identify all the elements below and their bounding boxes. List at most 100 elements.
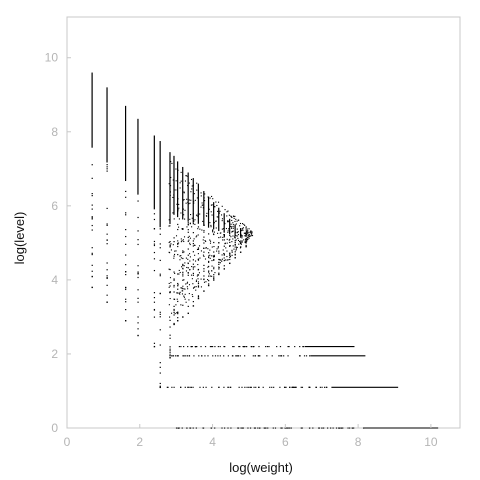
data-point <box>193 355 195 357</box>
data-point <box>187 248 189 250</box>
data-point <box>207 355 209 357</box>
data-point <box>217 346 219 348</box>
data-point <box>227 427 229 429</box>
data-point <box>193 286 195 289</box>
data-point <box>186 355 189 357</box>
data-point <box>106 284 108 286</box>
data-point <box>173 253 176 255</box>
data-point <box>234 226 236 228</box>
data-point <box>159 292 161 294</box>
data-point <box>253 427 256 429</box>
data-point <box>173 310 175 312</box>
data-point <box>137 239 139 241</box>
data-point <box>268 346 270 348</box>
data-point <box>185 301 187 303</box>
data-point <box>187 184 189 187</box>
data-point <box>194 286 196 288</box>
data-point <box>246 240 248 242</box>
data-point <box>223 253 225 255</box>
data-point <box>208 273 210 275</box>
data-point <box>169 191 171 193</box>
data-point <box>249 231 251 233</box>
data-point <box>179 182 181 184</box>
data-point <box>197 295 200 297</box>
data-point <box>312 427 314 429</box>
data-point <box>231 219 233 222</box>
data-point <box>202 386 204 388</box>
data-point <box>208 208 210 210</box>
data-point <box>194 223 196 225</box>
data-point <box>211 386 213 388</box>
data-point <box>191 294 193 296</box>
data-point <box>276 346 278 348</box>
data-point <box>181 228 183 230</box>
data-point <box>245 242 247 244</box>
data-point <box>124 320 127 322</box>
data-point <box>266 355 268 357</box>
data-point <box>169 346 171 348</box>
data-point <box>223 252 225 255</box>
data-point <box>303 355 306 357</box>
data-point <box>201 229 203 231</box>
data-point <box>218 268 220 270</box>
data-point <box>233 346 235 348</box>
data-point <box>177 245 179 248</box>
data-point <box>232 224 234 226</box>
data-point <box>192 263 194 265</box>
data-point <box>175 304 177 306</box>
data-point <box>176 312 178 314</box>
data-point <box>196 235 198 237</box>
data-point <box>293 386 295 388</box>
data-point <box>169 316 171 318</box>
data-point <box>175 168 177 170</box>
data-point <box>249 235 251 237</box>
data-point <box>183 279 185 281</box>
data-point <box>178 218 180 220</box>
data-point <box>182 199 184 201</box>
data-point <box>192 251 194 253</box>
data-point <box>194 254 196 256</box>
data-point <box>189 260 191 262</box>
data-point <box>170 312 173 314</box>
data-point <box>208 233 210 235</box>
data-point <box>212 355 214 357</box>
data-point <box>192 184 194 186</box>
data-point <box>178 273 180 275</box>
data-point <box>230 216 232 218</box>
data-point <box>176 298 178 300</box>
data-point <box>106 301 108 303</box>
data-point <box>172 179 174 181</box>
data-point <box>239 247 242 249</box>
data-point <box>263 427 265 429</box>
data-point <box>211 265 213 267</box>
data-point <box>203 281 206 283</box>
data-point <box>125 264 127 266</box>
data-point <box>226 255 228 258</box>
data-point <box>197 259 200 261</box>
data-point <box>153 345 156 348</box>
data-point <box>223 386 225 388</box>
data-point <box>210 346 213 348</box>
data-point <box>242 223 244 225</box>
data-point <box>252 346 254 348</box>
data-point <box>245 240 247 242</box>
data-point <box>229 386 231 388</box>
data-point <box>279 355 281 357</box>
data-point <box>153 243 156 245</box>
data-point <box>192 268 194 270</box>
data-point <box>235 223 237 225</box>
data-point <box>252 355 254 357</box>
data-point <box>180 241 182 243</box>
data-point <box>190 178 193 181</box>
data-point <box>226 215 228 217</box>
data-point <box>216 204 218 207</box>
data-point <box>244 232 246 235</box>
data-point <box>286 427 288 429</box>
data-point <box>169 352 171 354</box>
data-point <box>229 245 231 247</box>
data-point <box>240 242 242 244</box>
data-point <box>240 235 242 237</box>
data-point <box>106 168 108 170</box>
data-point <box>176 292 178 294</box>
